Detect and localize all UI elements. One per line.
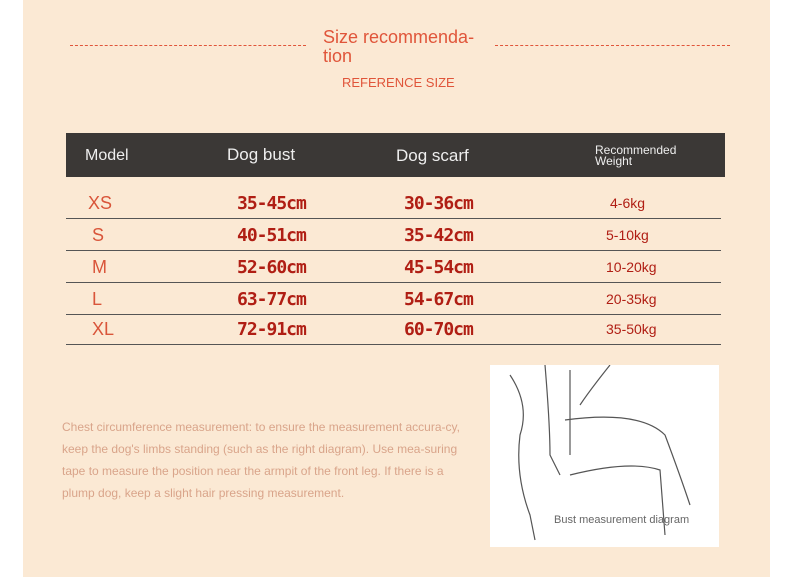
bust-cell: 40-51cm <box>237 225 307 246</box>
bust-cell: 35-45cm <box>237 193 307 214</box>
bust-cell: 63-77cm <box>237 289 307 310</box>
col-bust: Dog bust <box>227 145 296 164</box>
scarf-cell: 54-67cm <box>404 289 474 310</box>
weight-cell: 20-35kg <box>606 291 657 307</box>
bust-cell: 72-91cm <box>237 319 307 340</box>
scarf-cell: 45-54cm <box>404 257 474 278</box>
scarf-cell: 35-42cm <box>404 225 474 246</box>
dog-measurement-illustration <box>509 364 691 541</box>
model-cell: S <box>92 225 105 245</box>
model-cell: XS <box>88 193 113 213</box>
model-cell: XL <box>92 319 115 339</box>
col-scarf: Dog scarf <box>396 146 469 165</box>
scarf-cell: 30-36cm <box>404 193 474 214</box>
weight-cell: 4-6kg <box>610 195 646 211</box>
bust-diagram: Bust measurement diagram <box>490 364 719 547</box>
table-row: M 52-60cm 45-54cm 10-20kg <box>66 251 721 283</box>
table-row: XL 72-91cm 60-70cm 35-50kg <box>66 313 721 345</box>
divider-left <box>70 45 306 46</box>
table-row: S 40-51cm 35-42cm 5-10kg <box>66 219 721 251</box>
measurement-description: Chest circumference measurement: to ensu… <box>62 420 460 500</box>
table-row: XS 35-45cm 30-36cm 4-6kg <box>66 187 721 219</box>
table-header: Model Dog bust Dog scarf Recommended Wei… <box>66 133 725 177</box>
col-model: Model <box>85 147 129 164</box>
divider-right <box>495 45 730 46</box>
subtitle: REFERENCE SIZE <box>342 75 455 90</box>
scarf-cell: 60-70cm <box>404 319 474 340</box>
col-weight: Recommended Weight <box>595 143 677 168</box>
bust-cell: 52-60cm <box>237 257 307 278</box>
model-cell: L <box>92 289 103 309</box>
page-title: Size recommenda- tion <box>323 27 475 66</box>
table-row: L 63-77cm 54-67cm 20-35kg <box>66 283 721 315</box>
weight-cell: 5-10kg <box>606 227 649 243</box>
weight-cell: 10-20kg <box>606 259 657 275</box>
diagram-caption: Bust measurement diagram <box>554 514 690 526</box>
weight-cell: 35-50kg <box>606 321 657 337</box>
model-cell: M <box>92 257 107 277</box>
